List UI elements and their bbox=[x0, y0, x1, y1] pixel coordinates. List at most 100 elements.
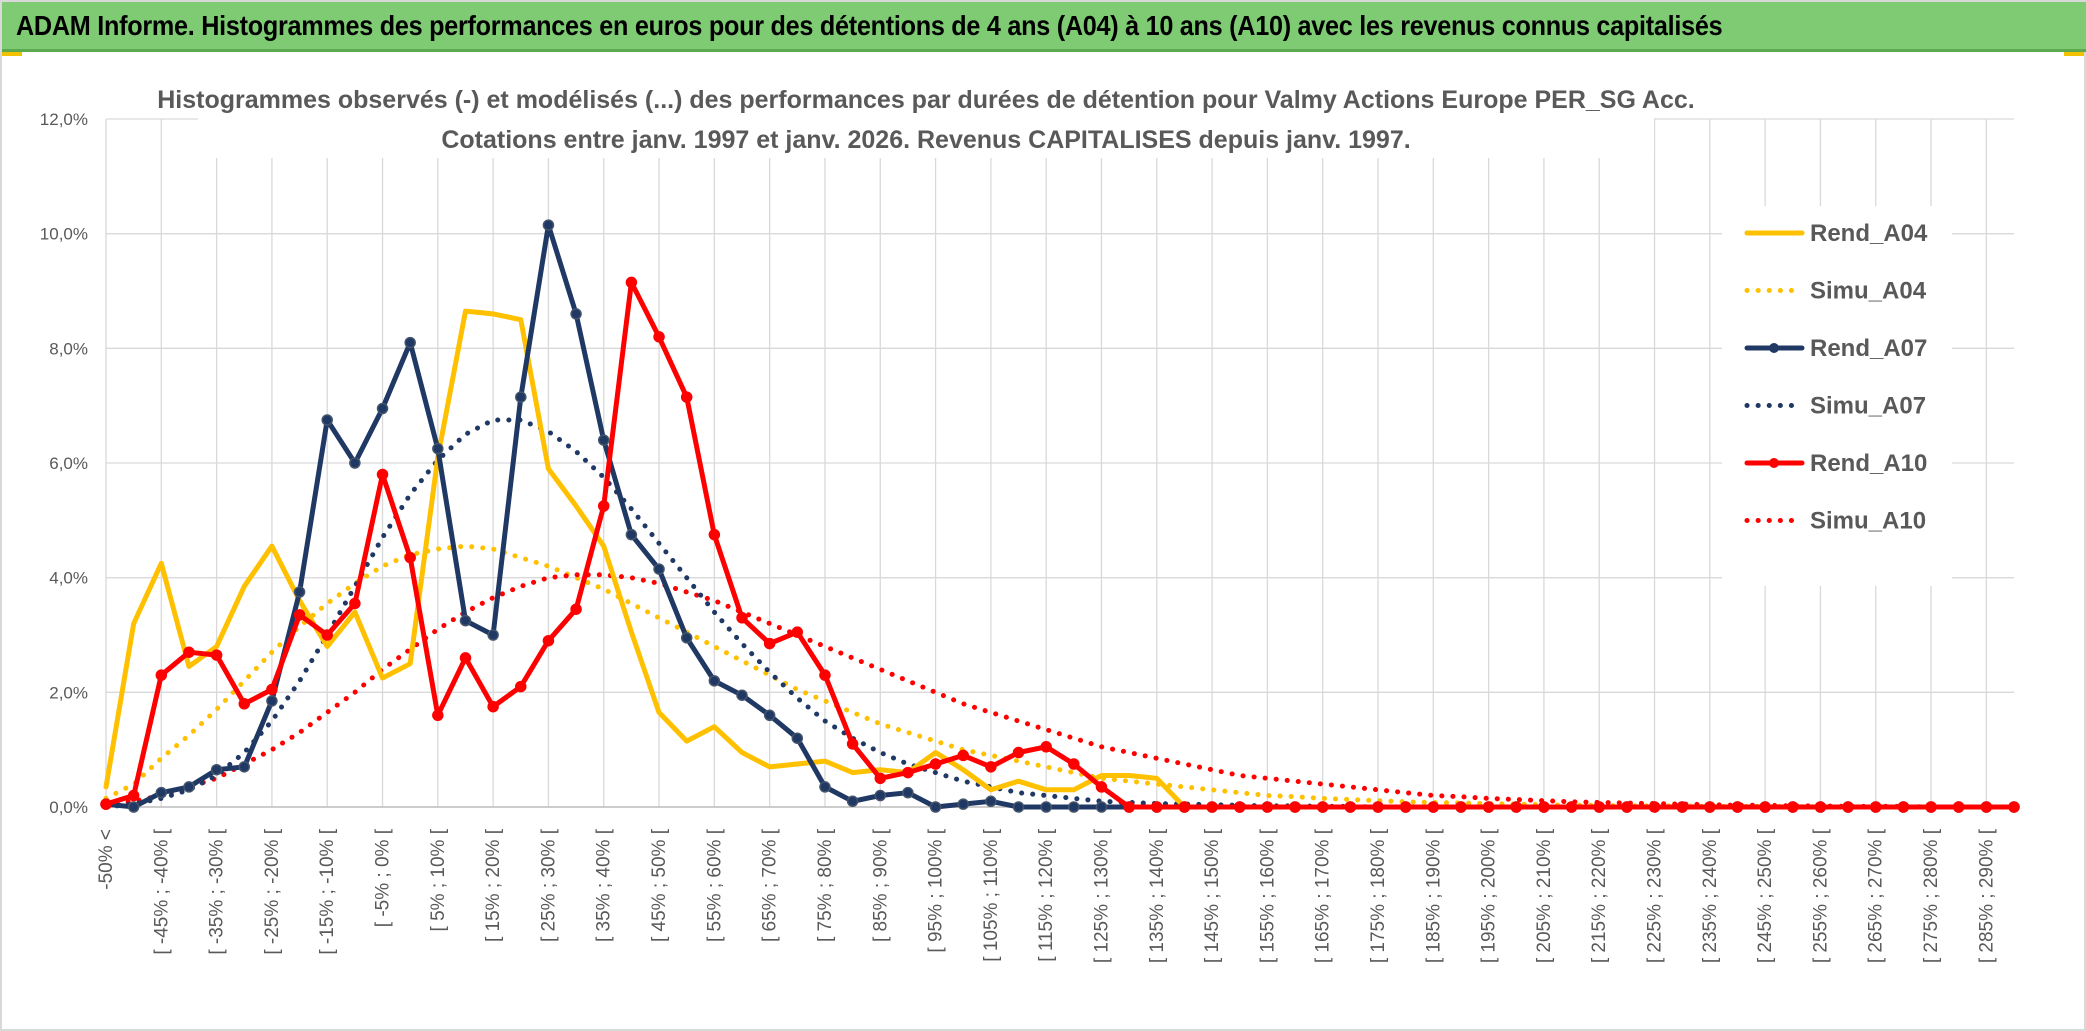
x-tick-label: [ 55% ; 60% [ bbox=[704, 828, 725, 942]
series-line bbox=[103, 543, 2017, 810]
data-point bbox=[542, 634, 555, 647]
chart-title-background bbox=[198, 78, 1654, 158]
data-point bbox=[846, 795, 859, 808]
data-point bbox=[1565, 801, 1578, 813]
data-point bbox=[210, 649, 223, 661]
data-point bbox=[321, 414, 333, 426]
data-point bbox=[736, 612, 748, 624]
data-point bbox=[183, 646, 195, 658]
data-point bbox=[376, 402, 389, 415]
data-point bbox=[515, 680, 527, 693]
x-tick-label: [ 145% ; 150% [ bbox=[1202, 828, 1223, 963]
data-point bbox=[404, 336, 416, 349]
data-point bbox=[1455, 801, 1467, 813]
x-axis-ticks: -50% < [ -45% ; -40% [[ -35% ; -30% [[ -2… bbox=[96, 828, 1997, 963]
data-point bbox=[459, 652, 472, 664]
data-point bbox=[210, 763, 223, 776]
legend-label: Simu_A10 bbox=[1810, 508, 1926, 535]
y-tick-label: 8,0% bbox=[49, 339, 88, 358]
data-point bbox=[1759, 801, 1771, 813]
x-tick-label: [ 255% ; 260% [ bbox=[1810, 828, 1831, 963]
legend-label: Rend_A10 bbox=[1810, 450, 1927, 477]
x-tick-label: [ 205% ; 210% [ bbox=[1534, 828, 1555, 963]
data-point bbox=[238, 698, 251, 710]
data-point bbox=[1012, 746, 1025, 759]
data-point bbox=[874, 789, 887, 802]
series-layer bbox=[100, 219, 2020, 813]
data-point bbox=[183, 781, 195, 793]
legend-marker bbox=[1769, 343, 1779, 353]
legend-label: Simu_A07 bbox=[1810, 393, 1926, 420]
data-point bbox=[819, 781, 831, 793]
y-tick-label: 4,0% bbox=[49, 569, 88, 588]
y-tick-label: 2,0% bbox=[49, 683, 88, 702]
x-tick-label: [ 35% ; 40% [ bbox=[594, 828, 615, 942]
data-point bbox=[459, 614, 472, 627]
data-point bbox=[127, 801, 140, 813]
data-point bbox=[763, 637, 776, 650]
legend-item: Simu_A07 bbox=[1744, 393, 1926, 420]
data-point bbox=[1510, 801, 1523, 813]
data-point bbox=[680, 632, 693, 644]
legend-item: Rend_A04 bbox=[1744, 220, 1928, 247]
data-point bbox=[1925, 801, 1937, 813]
y-tick-label: 6,0% bbox=[49, 454, 88, 473]
legend-background bbox=[1722, 206, 1952, 586]
data-point bbox=[1344, 801, 1357, 813]
series-rend-a10 bbox=[100, 276, 2020, 813]
chart-title: Histogrammes observés (-) et modélisés (… bbox=[157, 86, 1694, 114]
data-point bbox=[155, 786, 168, 799]
data-point bbox=[1704, 801, 1716, 813]
x-tick-label: [ 115% ; 120% [ bbox=[1036, 828, 1057, 961]
x-tick-label: [ 45% ; 50% [ bbox=[649, 828, 670, 942]
x-tick-label: [ 215% ; 220% [ bbox=[1589, 828, 1610, 963]
data-point bbox=[985, 795, 997, 808]
data-point bbox=[487, 629, 499, 641]
data-point bbox=[127, 789, 140, 802]
data-point bbox=[791, 626, 804, 638]
data-point bbox=[100, 798, 112, 810]
data-point bbox=[1731, 801, 1744, 813]
x-tick-label: [ 245% ; 250% [ bbox=[1755, 828, 1776, 963]
data-point bbox=[680, 391, 693, 403]
legend-marker bbox=[1769, 458, 1779, 468]
x-tick-label: [ -45% ; -40% [ bbox=[151, 828, 172, 954]
data-point bbox=[957, 798, 969, 810]
data-point bbox=[1068, 801, 1080, 813]
data-point bbox=[2008, 801, 2020, 813]
data-point bbox=[155, 669, 168, 681]
banner-title: ADAM Informe. Histogrammes des performan… bbox=[16, 9, 1723, 41]
data-point bbox=[432, 442, 444, 455]
corner-accent-right bbox=[2064, 52, 2084, 56]
x-tick-label: [ 195% ; 200% [ bbox=[1479, 828, 1500, 963]
x-tick-label: [ 135% ; 140% [ bbox=[1147, 828, 1168, 963]
y-tick-label: 12,0% bbox=[40, 110, 88, 129]
legend-item: Simu_A04 bbox=[1744, 278, 1927, 305]
x-tick-label: [ 75% ; 80% [ bbox=[815, 828, 836, 942]
x-tick-label: [ 85% ; 90% [ bbox=[870, 828, 891, 942]
histogram-chart: 0,0% 2,0% 4,0% 6,0% 8,0% 10,0% 12,0% -50% < [ -… bbox=[40, 78, 2020, 963]
data-point bbox=[570, 603, 582, 615]
legend-label: Simu_A04 bbox=[1810, 278, 1927, 305]
data-point bbox=[1869, 801, 1882, 813]
series-simu-a04 bbox=[103, 543, 2017, 810]
data-point bbox=[846, 738, 859, 750]
legend-label: Rend_A04 bbox=[1810, 220, 1928, 247]
data-point bbox=[1316, 801, 1329, 813]
data-point bbox=[1897, 801, 1910, 813]
y-tick-label: 0,0% bbox=[49, 798, 88, 817]
data-point bbox=[1372, 801, 1384, 813]
data-point bbox=[1980, 801, 1993, 813]
data-point bbox=[1178, 801, 1191, 813]
data-point bbox=[1095, 801, 1108, 813]
data-point bbox=[597, 500, 610, 512]
x-tick-label: [ 155% ; 160% [ bbox=[1257, 828, 1278, 963]
data-point bbox=[1040, 741, 1052, 753]
corner-accent-left bbox=[2, 52, 22, 56]
data-point bbox=[238, 761, 251, 773]
data-point bbox=[653, 331, 665, 343]
y-axis-ticks: 0,0% 2,0% 4,0% 6,0% 8,0% 10,0% 12,0% bbox=[40, 110, 88, 817]
data-point bbox=[929, 758, 942, 770]
data-point bbox=[487, 700, 499, 713]
